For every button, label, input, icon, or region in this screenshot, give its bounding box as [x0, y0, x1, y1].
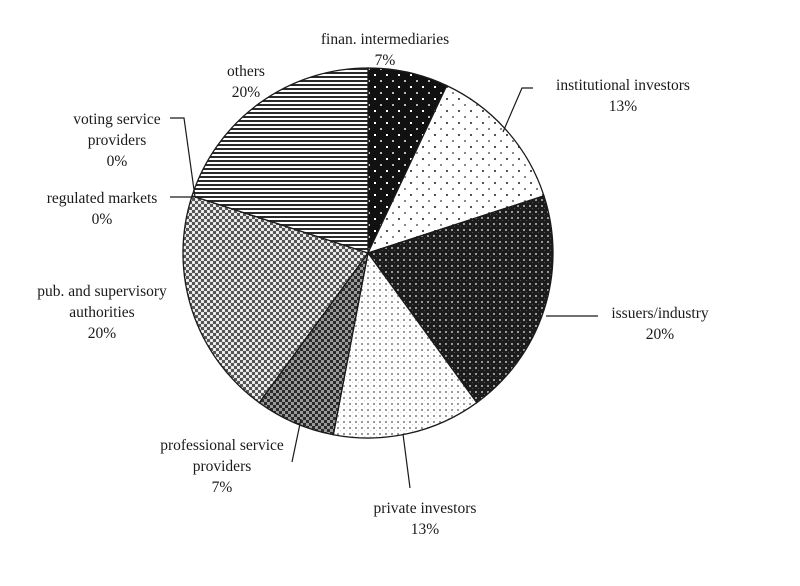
pie-slices: [182, 67, 554, 439]
slice-value-label-8: 20%: [232, 84, 261, 101]
slice-category-label-5: authorities: [69, 304, 134, 321]
slice-category-label-0: finan. intermediaries: [321, 31, 449, 48]
slice-value-label-3: 13%: [411, 521, 440, 538]
slice-category-label-7: voting service: [73, 111, 160, 128]
slice-category-label-4: professional service: [160, 437, 284, 454]
leader-line-3: [402, 433, 411, 489]
slice-value-label-1: 13%: [609, 98, 638, 115]
slice-category-label-4: providers: [193, 458, 252, 475]
leader-line-4: [291, 418, 302, 463]
slice-category-label-2: issuers/industry: [611, 305, 709, 322]
slice-value-label-7: 0%: [107, 153, 128, 170]
leader-line-1: [502, 87, 533, 133]
slice-value-label-4: 7%: [212, 479, 233, 496]
pie-slice-8: [191, 67, 369, 254]
slice-labels: finan. intermediaries 7% institutional inv…: [37, 31, 709, 538]
slice-category-label-8: others: [227, 63, 265, 80]
slice-category-label-5: pub. and supervisory: [37, 283, 167, 300]
slice-value-label-0: 7%: [375, 52, 396, 69]
pie-slice-5: [182, 195, 370, 404]
leader-line-7: [170, 117, 196, 198]
pie-slice-1: [366, 84, 545, 255]
pie-slice-3: [332, 251, 478, 439]
slice-category-label-3: private investors: [374, 500, 477, 517]
slice-category-label-1: institutional investors: [556, 77, 690, 94]
leader-lines: [170, 87, 598, 489]
slice-category-label-7: providers: [88, 132, 147, 149]
pie-slice-2: [366, 195, 554, 404]
slice-value-label-6: 0%: [92, 211, 113, 228]
slice-value-label-5: 20%: [88, 325, 117, 342]
slice-value-label-2: 20%: [646, 326, 675, 343]
slice-category-label-6: regulated markets: [47, 190, 158, 207]
